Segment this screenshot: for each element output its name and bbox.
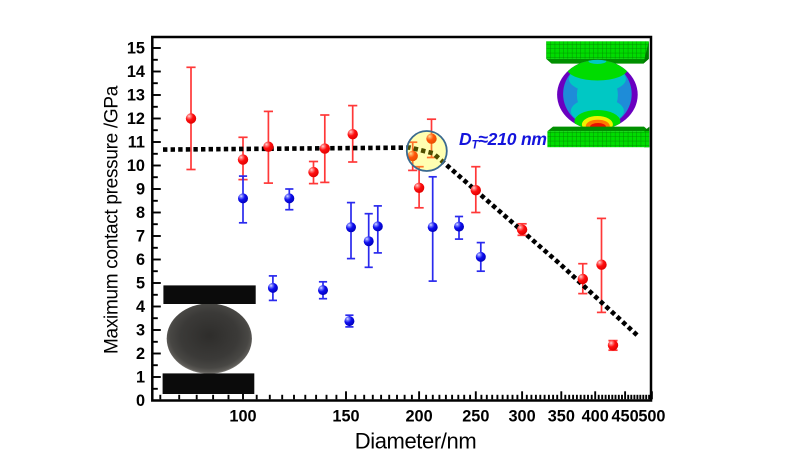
svg-text:9: 9 — [136, 180, 145, 198]
svg-text:450: 450 — [612, 408, 639, 426]
svg-text:11: 11 — [128, 133, 145, 151]
svg-text:Diameter/nm: Diameter/nm — [355, 429, 477, 454]
svg-text:3: 3 — [136, 321, 145, 339]
svg-text:250: 250 — [462, 408, 489, 426]
svg-text:DT≈210 nm: DT≈210 nm — [459, 129, 547, 152]
svg-text:5: 5 — [136, 274, 145, 292]
svg-text:100: 100 — [229, 408, 256, 426]
svg-text:2: 2 — [136, 345, 145, 363]
svg-text:300: 300 — [509, 408, 536, 426]
svg-text:0: 0 — [136, 392, 145, 410]
svg-text:12: 12 — [127, 110, 145, 128]
svg-text:350: 350 — [548, 408, 575, 426]
svg-text:Maximum contact pressure /GPa: Maximum contact pressure /GPa — [102, 85, 123, 354]
svg-text:4: 4 — [136, 298, 145, 316]
svg-text:8: 8 — [136, 204, 145, 222]
svg-text:13: 13 — [127, 86, 145, 104]
svg-text:200: 200 — [406, 408, 433, 426]
svg-text:400: 400 — [582, 408, 609, 426]
svg-text:7: 7 — [136, 227, 145, 245]
svg-text:150: 150 — [332, 408, 359, 426]
svg-text:14: 14 — [127, 63, 145, 81]
svg-text:6: 6 — [136, 251, 145, 269]
svg-text:500: 500 — [638, 408, 665, 426]
svg-text:1: 1 — [136, 368, 145, 386]
svg-text:10: 10 — [127, 157, 145, 175]
svg-text:15: 15 — [127, 39, 145, 57]
